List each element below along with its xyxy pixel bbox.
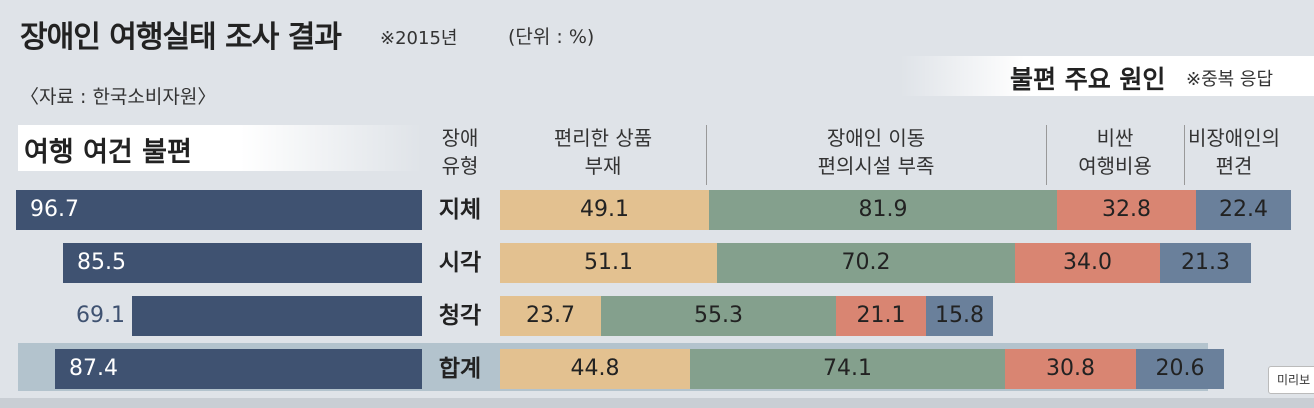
header-divider — [1046, 125, 1047, 185]
stacked-segment: 23.7 — [500, 296, 601, 336]
left-bar — [16, 190, 422, 230]
left-bar — [63, 243, 422, 283]
left-bar-value: 87.4 — [69, 356, 118, 381]
left-bar-value: 85.5 — [77, 250, 126, 275]
stacked-segment: 21.3 — [1160, 243, 1251, 283]
stacked-segment: 21.1 — [836, 296, 926, 336]
stacked-segment: 20.6 — [1136, 349, 1224, 389]
category-label: 합계 — [438, 356, 482, 382]
left-panel-title: 여행 여건 불편 — [24, 137, 192, 168]
left-bar — [132, 296, 422, 336]
stacked-segment: 55.3 — [601, 296, 836, 336]
col-header-facility: 장애인 이동 편의시설 부족 — [817, 126, 935, 178]
header-divider — [1184, 125, 1185, 185]
preview-tooltip[interactable]: 미리보 — [1268, 366, 1314, 394]
stacked-segment: 74.1 — [690, 349, 1005, 389]
category-label: 청각 — [438, 303, 482, 329]
stacked-segment: 51.1 — [500, 243, 717, 283]
left-title-band — [18, 125, 422, 171]
category-label: 시각 — [438, 250, 482, 276]
col-header-cost: 비싼 여행비용 — [1078, 126, 1152, 178]
stacked-segment: 34.0 — [1015, 243, 1160, 283]
category-label: 지체 — [438, 197, 482, 223]
source-label: 〈자료 : 한국소비자원〉 — [20, 86, 217, 108]
stacked-segment: 30.8 — [1005, 349, 1136, 389]
page-title: 장애인 여행실태 조사 결과 — [20, 20, 342, 55]
cause-title-band — [900, 56, 1314, 96]
col-header-type: 장애 유형 — [441, 126, 479, 178]
stacked-segment: 32.8 — [1057, 190, 1196, 230]
cause-panel-title: 불편 주요 원인 — [1010, 65, 1166, 94]
left-bar-value: 96.7 — [30, 197, 79, 222]
stacked-segment: 22.4 — [1196, 190, 1291, 230]
stacked-segment: 15.8 — [926, 296, 993, 336]
unit-label: (단위 : %) — [508, 26, 595, 48]
stacked-segment: 44.8 — [500, 349, 690, 389]
left-bar-value: 69.1 — [76, 303, 125, 328]
cause-panel-note: ※중복 응답 — [1186, 69, 1274, 90]
header-divider — [706, 125, 707, 185]
bottom-strip — [0, 398, 1314, 408]
col-header-prejudice: 비장애인의 편견 — [1188, 126, 1280, 178]
left-bar — [55, 349, 422, 389]
col-header-product: 편리한 상품 부재 — [553, 126, 653, 178]
title-note: ※2015년 — [380, 28, 458, 49]
stacked-segment: 81.9 — [709, 190, 1057, 230]
stacked-segment: 49.1 — [500, 190, 709, 230]
stacked-segment: 70.2 — [717, 243, 1015, 283]
